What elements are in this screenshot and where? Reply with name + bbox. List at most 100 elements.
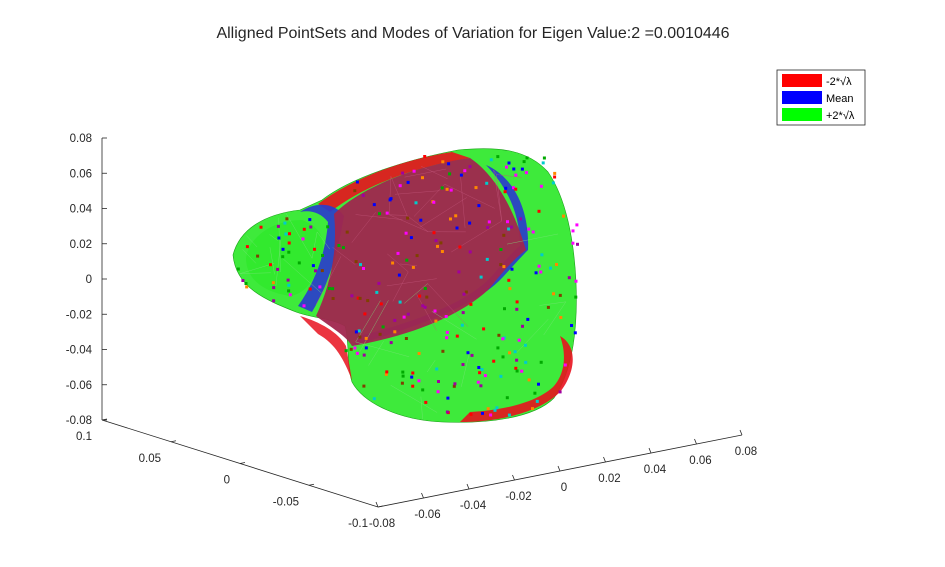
landmark-marker bbox=[419, 218, 423, 222]
landmark-marker bbox=[378, 212, 381, 216]
landmark-marker bbox=[445, 330, 449, 334]
landmark-marker bbox=[389, 341, 393, 345]
landmark-marker bbox=[320, 269, 324, 273]
landmark-marker bbox=[362, 267, 365, 270]
z-tick-label: -0.02 bbox=[66, 309, 92, 321]
z-tick-label: -0.06 bbox=[66, 380, 92, 392]
landmark-marker bbox=[375, 290, 379, 294]
landmark-marker bbox=[452, 384, 456, 388]
landmark-marker bbox=[385, 370, 389, 374]
mesh-edge bbox=[389, 176, 392, 215]
landmark-marker bbox=[489, 413, 493, 417]
landmark-marker bbox=[355, 351, 359, 355]
landmark-marker bbox=[531, 230, 535, 234]
landmark-marker bbox=[542, 156, 546, 160]
landmark-marker bbox=[287, 250, 291, 254]
landmark-marker bbox=[499, 248, 503, 251]
landmark-marker bbox=[366, 299, 370, 303]
mesh-edge bbox=[404, 283, 428, 304]
landmark-marker bbox=[539, 184, 543, 188]
red-mode-rim-bottom bbox=[460, 336, 573, 422]
landmark-marker bbox=[527, 378, 531, 382]
mesh-edge bbox=[392, 271, 409, 302]
landmark-marker bbox=[521, 324, 524, 328]
landmark-marker bbox=[378, 332, 382, 336]
x-tick-label: -0.08 bbox=[369, 518, 395, 530]
mesh-edge bbox=[400, 263, 417, 267]
landmark-marker bbox=[286, 278, 290, 282]
landmark-marker bbox=[341, 246, 345, 250]
landmark-marker bbox=[486, 407, 490, 411]
landmark-marker bbox=[524, 360, 528, 364]
landmark-marker bbox=[469, 412, 473, 416]
landmark-marker bbox=[502, 265, 506, 269]
landmark-marker bbox=[393, 318, 397, 322]
landmark-marker bbox=[287, 289, 291, 293]
landmark-marker bbox=[508, 351, 512, 355]
mesh-edge bbox=[281, 257, 322, 294]
landmark-marker bbox=[507, 278, 511, 282]
landmark-marker bbox=[358, 296, 362, 300]
landmark-marker bbox=[301, 237, 305, 241]
landmark-marker bbox=[469, 302, 473, 306]
landmark-marker bbox=[524, 171, 528, 175]
landmark-marker bbox=[406, 216, 410, 220]
landmark-marker bbox=[440, 250, 444, 253]
mesh-edge bbox=[419, 197, 467, 228]
mesh-edge bbox=[394, 190, 440, 195]
y-tick-label: 0 bbox=[224, 475, 230, 487]
y-tick bbox=[170, 440, 177, 443]
landmark-marker bbox=[345, 230, 349, 234]
landmark-marker bbox=[424, 400, 428, 404]
mesh-edge bbox=[311, 231, 318, 259]
mesh-edge bbox=[316, 231, 330, 250]
red-mode-rim-left bbox=[300, 316, 352, 380]
y-tick bbox=[239, 462, 246, 464]
landmark-marker bbox=[436, 244, 439, 248]
landmark-marker bbox=[398, 184, 402, 188]
mesh-edge bbox=[355, 214, 403, 220]
landmark-marker bbox=[476, 380, 480, 384]
landmark-marker bbox=[553, 175, 557, 179]
landmark-marker bbox=[468, 221, 472, 225]
legend-swatch-mean bbox=[782, 91, 822, 104]
legend-swatch-minus bbox=[782, 74, 822, 87]
landmark-marker bbox=[439, 241, 443, 245]
landmark-marker bbox=[533, 391, 537, 395]
landmark-marker bbox=[358, 335, 362, 339]
mesh-edge bbox=[285, 212, 313, 259]
landmark-marker bbox=[410, 375, 414, 379]
landmark-marker bbox=[458, 245, 462, 249]
mesh-edge bbox=[351, 212, 376, 243]
landmark-marker bbox=[362, 384, 366, 388]
x-tick bbox=[648, 447, 652, 454]
y-tick-label: -0.1 bbox=[348, 518, 368, 530]
landmark-marker bbox=[567, 276, 571, 280]
landmark-marker bbox=[515, 369, 519, 373]
landmark-marker bbox=[302, 304, 306, 308]
landmark-marker bbox=[546, 305, 550, 309]
mesh-edge bbox=[460, 350, 471, 387]
overlap-core bbox=[316, 158, 526, 346]
mesh-edge bbox=[387, 253, 409, 273]
landmark-marker bbox=[421, 388, 425, 392]
landmark-marker bbox=[415, 254, 419, 258]
landmark-marker bbox=[297, 261, 301, 265]
landmark-marker bbox=[405, 258, 409, 262]
x-tick bbox=[375, 501, 379, 508]
landmark-marker bbox=[398, 300, 402, 304]
landmark-marker bbox=[404, 231, 408, 235]
landmark-marker bbox=[499, 374, 503, 378]
landmark-marker bbox=[377, 281, 381, 285]
red-mode-rim-top bbox=[318, 152, 470, 212]
landmark-markers bbox=[236, 155, 579, 417]
landmark-marker bbox=[573, 331, 577, 335]
mesh-edge bbox=[355, 341, 410, 358]
landmark-marker bbox=[372, 397, 376, 401]
landmark-marker bbox=[313, 247, 316, 251]
landmark-marker bbox=[421, 176, 424, 180]
landmark-marker bbox=[331, 297, 335, 300]
landmark-marker bbox=[539, 360, 543, 364]
landmark-marker bbox=[454, 214, 458, 218]
landmark-marker bbox=[434, 239, 438, 243]
